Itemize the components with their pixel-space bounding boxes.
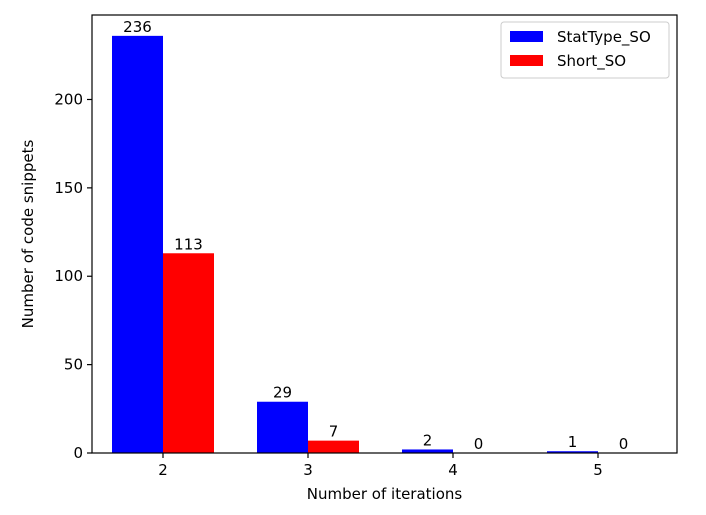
legend-swatch-Short_SO	[510, 55, 543, 66]
data-label-Short_SO-4: 0	[474, 435, 484, 453]
bar-StatType_SO-4	[402, 449, 453, 453]
bar-StatType_SO-2	[112, 35, 163, 453]
bar-Short_SO-2	[163, 253, 214, 453]
chart-marks: 236 113 29 7 2 0 1 0	[112, 18, 628, 453]
y-tick-label: 100	[54, 267, 83, 285]
legend-swatch-StatType_SO	[510, 31, 543, 42]
bar-StatType_SO-5	[547, 451, 598, 453]
y-tick-label: 150	[54, 179, 83, 197]
x-tick-label: 3	[303, 461, 313, 479]
x-tick-label: 2	[158, 461, 168, 479]
y-tick-label: 200	[54, 90, 83, 108]
legend: StatType_SO Short_SO	[500, 21, 670, 79]
x-tick-label: 4	[448, 461, 458, 479]
y-axis: 0 50 100 150 200	[54, 90, 92, 462]
data-label-Short_SO-5: 0	[619, 435, 629, 453]
data-label-StatType_SO-2: 236	[123, 18, 152, 36]
data-label-StatType_SO-4: 2	[423, 431, 433, 449]
plot-frame	[91, 14, 678, 454]
data-label-StatType_SO-3: 29	[273, 384, 292, 402]
bar-Short_SO-3	[308, 440, 359, 453]
y-tick-label: 50	[64, 356, 83, 374]
y-tick-label: 0	[73, 444, 83, 462]
x-axis-title: Number of iterations	[307, 485, 463, 503]
legend-label-Short_SO: Short_SO	[557, 52, 626, 71]
legend-label-StatType_SO: StatType_SO	[557, 28, 651, 47]
data-label-Short_SO-2: 113	[174, 235, 203, 253]
bar-StatType_SO-3	[257, 401, 308, 453]
x-axis: 2 3 4 5	[158, 453, 603, 479]
data-label-Short_SO-3: 7	[329, 423, 339, 441]
x-tick-label: 5	[593, 461, 603, 479]
data-label-StatType_SO-5: 1	[568, 433, 578, 451]
y-axis-title: Number of code snippets	[19, 139, 37, 328]
